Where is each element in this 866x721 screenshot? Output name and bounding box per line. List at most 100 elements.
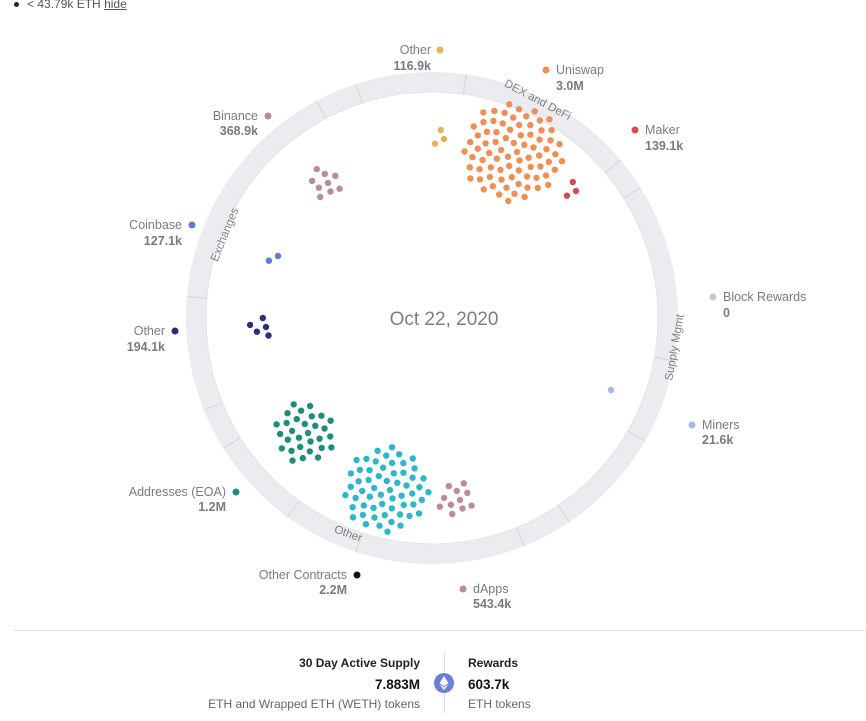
cluster-coinbase[interactable] — [265, 252, 282, 264]
cluster-dot — [400, 501, 407, 509]
cluster-dot — [493, 155, 500, 162]
cluster-dot — [515, 106, 523, 113]
cluster-dot — [347, 483, 354, 490]
cluster-dot — [476, 166, 483, 173]
label-block-rewards[interactable]: Block Rewards 0 — [709, 290, 807, 320]
cluster-dot — [386, 486, 394, 494]
supply-bubble-chart: DEX and DeFi Supply Mgmt Other Exchanges… — [127, 43, 807, 611]
label-maker[interactable]: Maker 139.1k — [631, 123, 684, 153]
cluster-maker[interactable] — [563, 178, 580, 199]
marker-dot-icon — [459, 585, 467, 593]
cluster-dot — [527, 163, 534, 171]
cluster-dot — [370, 484, 378, 492]
cluster-dot — [396, 451, 403, 458]
cluster-dot — [431, 140, 439, 147]
cluster-dot — [362, 521, 370, 528]
cluster-dot — [425, 489, 432, 496]
cluster-other-contracts[interactable] — [342, 444, 432, 535]
cluster-dot — [551, 166, 558, 173]
cluster-dot — [531, 108, 538, 115]
marker-dot-icon — [542, 66, 550, 74]
cluster-dot — [552, 151, 559, 158]
cluster-dot — [297, 443, 304, 451]
cluster-dot — [374, 447, 381, 454]
label-value: 1.2M — [198, 500, 226, 514]
cluster-dot — [464, 489, 471, 496]
cluster-dot — [469, 153, 476, 161]
cluster-dot — [328, 444, 335, 451]
cluster-dot — [312, 422, 319, 429]
ring-divider — [557, 504, 571, 523]
cluster-dot — [515, 121, 523, 129]
label-other-top[interactable]: Other 116.9k — [393, 43, 444, 73]
ring-divider — [315, 100, 327, 119]
cluster-uniswap[interactable] — [461, 101, 566, 205]
cluster-dot — [388, 518, 395, 526]
cluster-dot — [306, 448, 313, 455]
cluster-dot — [546, 116, 553, 123]
cluster-dot — [537, 163, 544, 170]
label-value: 3.0M — [556, 79, 584, 93]
cluster-other-left[interactable] — [246, 314, 272, 339]
cluster-dot — [390, 470, 397, 477]
cluster-dot — [246, 321, 254, 329]
cluster-dot — [355, 478, 362, 485]
cluster-dot — [530, 144, 537, 151]
label-other-left[interactable]: Other 194.1k — [127, 324, 179, 354]
label-uniswap[interactable]: Uniswap 3.0M — [542, 63, 604, 93]
hide-link[interactable]: hide — [104, 0, 127, 11]
cluster-dot — [492, 138, 499, 146]
cluster-binance[interactable] — [308, 165, 343, 201]
cluster-dot — [515, 167, 522, 174]
cluster-dot — [511, 190, 518, 197]
cluster-eoa[interactable] — [273, 401, 335, 464]
cluster-dot — [504, 153, 512, 160]
cluster-dot — [558, 158, 566, 165]
label-dapps[interactable]: dApps 543.4k — [459, 582, 512, 611]
cluster-dapps[interactable] — [436, 480, 475, 518]
cluster-dot — [480, 118, 487, 126]
cluster-dot — [607, 386, 615, 394]
cluster-dot — [366, 467, 373, 474]
cluster-dot — [290, 401, 297, 408]
cluster-dot — [359, 487, 366, 495]
marker-dot-icon — [688, 421, 696, 429]
marker-dot-icon — [171, 327, 179, 335]
label-other-contracts[interactable]: Other Contracts 2.2M — [259, 568, 361, 597]
cluster-dot — [293, 415, 300, 423]
ring-divider — [203, 401, 223, 411]
cluster-dot — [470, 123, 477, 130]
cluster-dot — [447, 501, 455, 508]
cluster-dot — [440, 135, 448, 143]
label-binance[interactable]: Binance 368.9k — [213, 109, 272, 138]
cluster-dot — [459, 505, 466, 512]
cluster-dot — [538, 127, 545, 134]
cluster-dot — [327, 433, 334, 440]
label-miners[interactable]: Miners 21.6k — [688, 418, 740, 447]
ring-inner-line — [205, 91, 659, 545]
cluster-dot — [569, 178, 576, 186]
cluster-other-top[interactable] — [431, 126, 448, 147]
ring-divider — [654, 356, 675, 362]
cluster-dot — [288, 427, 296, 435]
cluster-dot — [490, 117, 497, 125]
cluster-dot — [365, 476, 372, 484]
marker-dot-icon — [188, 221, 196, 229]
label-addresses-eoa[interactable]: Addresses (EOA) 1.2M — [129, 485, 240, 514]
cluster-dot — [508, 173, 515, 181]
cluster-dot — [510, 139, 517, 147]
ring-outer — [186, 72, 678, 564]
cluster-dot — [403, 482, 410, 489]
cluster-dot — [536, 136, 543, 143]
cluster-dot — [505, 197, 512, 205]
bullet-icon — [14, 2, 19, 8]
cluster-dot — [366, 493, 373, 500]
cluster-dot — [409, 474, 416, 481]
cluster-miners[interactable] — [607, 386, 615, 394]
cluster-dot — [415, 510, 423, 517]
cluster-dot — [284, 436, 291, 443]
cluster-dot — [274, 252, 282, 260]
cluster-dot — [449, 510, 456, 518]
label-coinbase[interactable]: Coinbase 127.1k — [129, 218, 196, 248]
cluster-dot — [349, 514, 357, 521]
